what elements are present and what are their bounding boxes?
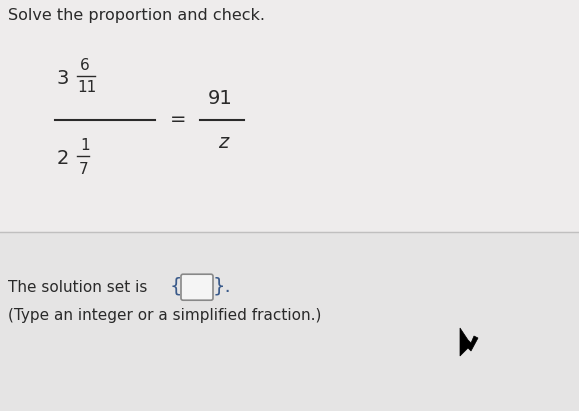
Bar bbox=[0, 232, 579, 411]
Text: 2: 2 bbox=[57, 148, 69, 168]
Text: 3: 3 bbox=[57, 69, 69, 88]
Text: 7: 7 bbox=[79, 162, 89, 176]
Text: The solution set is: The solution set is bbox=[8, 280, 152, 295]
Text: }.: }. bbox=[213, 277, 232, 296]
Text: 6: 6 bbox=[80, 58, 90, 72]
Text: 11: 11 bbox=[77, 81, 96, 95]
Text: =: = bbox=[170, 111, 186, 129]
Text: z: z bbox=[218, 132, 228, 152]
Polygon shape bbox=[460, 328, 478, 356]
Text: 1: 1 bbox=[80, 138, 90, 152]
Text: Solve the proportion and check.: Solve the proportion and check. bbox=[8, 8, 265, 23]
Text: {: { bbox=[170, 277, 182, 296]
Text: 91: 91 bbox=[208, 88, 233, 108]
FancyBboxPatch shape bbox=[181, 274, 213, 300]
Text: (Type an integer or a simplified fraction.): (Type an integer or a simplified fractio… bbox=[8, 308, 321, 323]
